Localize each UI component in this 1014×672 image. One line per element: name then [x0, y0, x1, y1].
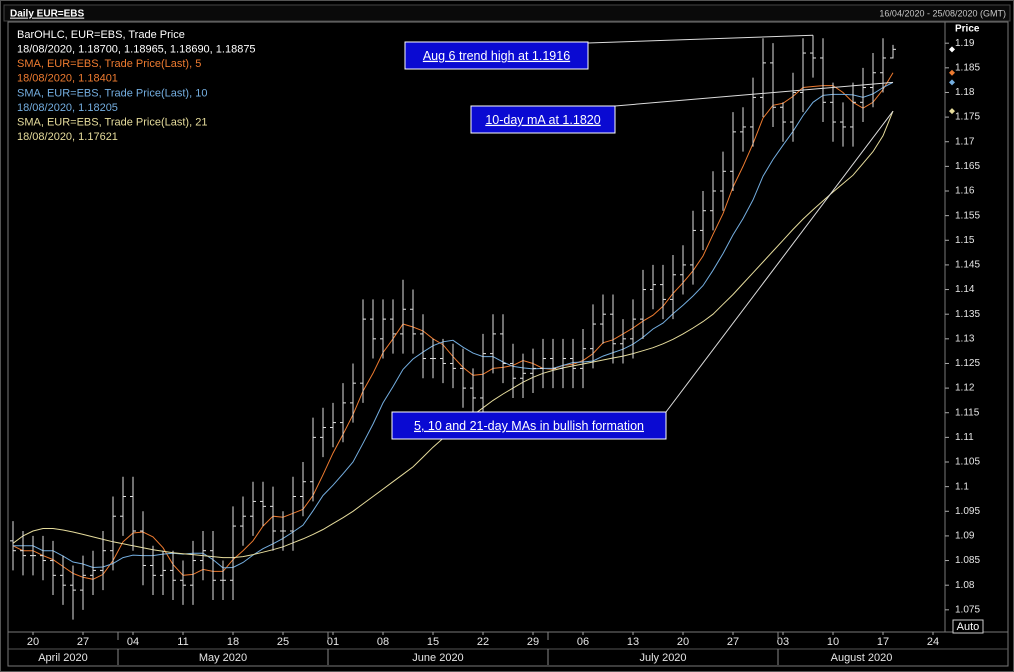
annotation-text: 5, 10 and 21-day MAs in bullish formatio… [414, 419, 644, 433]
button-label[interactable]: Auto [957, 621, 980, 633]
annotation-text: Aug 6 trend high at 1.1916 [423, 49, 570, 63]
legend-entry: 18/08/2020, 1.17621 [17, 131, 118, 143]
annotation-box [470, 105, 616, 134]
month-label: June 2020 [412, 652, 463, 664]
y-tick-label: 1.15 [955, 235, 975, 246]
y-axis-title: Price [955, 24, 980, 35]
legend-entry: 18/08/2020, 1.18700, 1.18965, 1.18690, 1… [17, 44, 256, 56]
y-tick-label: 1.19 [955, 38, 975, 49]
annotation-box [391, 411, 667, 440]
x-tick-label: 13 [627, 636, 639, 648]
x-tick-label: 10 [827, 636, 839, 648]
x-tick-label: 24 [927, 636, 939, 648]
month-label: April 2020 [38, 652, 88, 664]
x-tick-label: 06 [577, 636, 589, 648]
x-tick-label: 03 [777, 636, 789, 648]
x-tick-label: 01 [327, 636, 339, 648]
last-value-marker [949, 69, 955, 76]
callout-line [614, 81, 894, 107]
y-tick-label: 1.115 [955, 407, 980, 418]
y-tick-label: 1.095 [955, 506, 980, 517]
last-value-marker [949, 46, 955, 53]
y-tick-label: 1.125 [955, 358, 980, 369]
y-tick-label: 1.175 [955, 112, 980, 123]
y-tick-label: 1.16 [955, 186, 975, 197]
sma-line [13, 81, 894, 569]
y-tick-label: 1.185 [955, 62, 980, 73]
legend-entry: 18/08/2020, 1.18205 [17, 102, 118, 114]
month-label: May 2020 [199, 652, 247, 664]
x-tick-label: 11 [177, 636, 188, 648]
y-tick-label: 1.12 [955, 383, 975, 394]
x-tick-label: 27 [727, 636, 739, 648]
x-tick-label: 25 [277, 636, 289, 648]
legend-entry: SMA, EUR=EBS, Trade Price(Last), 10 [17, 87, 207, 99]
y-tick-label: 1.09 [955, 531, 975, 542]
x-tick-label: 22 [477, 636, 489, 648]
chart-title: Daily EUR=EBS [10, 9, 85, 20]
x-tick-label: 27 [77, 636, 89, 648]
price-bars [10, 35, 896, 620]
x-tick-label: 20 [27, 636, 39, 648]
y-tick-label: 1.17 [955, 136, 975, 147]
y-tick-label: 1.08 [955, 580, 975, 591]
annotation-text: 10-day mA at 1.1820 [485, 113, 600, 127]
auto-button[interactable]: Auto [952, 619, 984, 634]
x-tick-label: 29 [527, 636, 539, 648]
header-bar [3, 4, 1011, 22]
y-tick-label: 1.18 [955, 87, 975, 98]
y-tick-label: 1.1 [955, 481, 969, 492]
x-tick-label: 15 [427, 636, 439, 648]
legend-entry: SMA, EUR=EBS, Trade Price(Last), 5 [17, 58, 201, 70]
legend-entry: SMA, EUR=EBS, Trade Price(Last), 21 [17, 117, 207, 129]
month-label: August 2020 [831, 652, 893, 664]
y-tick-label: 1.11 [955, 432, 974, 443]
legend-entry: 18/08/2020, 1.18401 [17, 73, 118, 85]
y-tick-label: 1.14 [955, 284, 975, 295]
last-value-marker [949, 108, 955, 115]
panel-border [7, 21, 1009, 667]
legend-entry: BarOHLC, EUR=EBS, Trade Price [17, 29, 185, 41]
x-tick-label: 18 [227, 636, 239, 648]
x-tick-label: 08 [377, 636, 389, 648]
callout-line [587, 34, 814, 44]
y-tick-label: 1.105 [955, 457, 980, 468]
y-tick-label: 1.13 [955, 333, 975, 344]
legend: BarOHLC, EUR=EBS, Trade Price 18/08/2020,… [17, 29, 256, 143]
y-tick-label: 1.075 [955, 604, 980, 615]
y-tick-label: 1.165 [955, 161, 980, 172]
date-range: 16/04/2020 - 25/08/2020 (GMT) [879, 8, 1006, 18]
y-tick-label: 1.135 [955, 309, 980, 320]
button-frame[interactable] [952, 619, 984, 634]
x-tick-label: 17 [877, 636, 889, 648]
x-tick-label: 20 [677, 636, 689, 648]
x-tick-label: 04 [127, 636, 139, 648]
y-tick-label: 1.145 [955, 260, 980, 271]
callout-line [665, 110, 894, 413]
y-tick-label: 1.085 [955, 555, 980, 566]
last-value-marker [949, 79, 955, 86]
month-label: July 2020 [639, 652, 686, 664]
y-tick-label: 1.155 [955, 210, 980, 221]
annotation-box [404, 41, 589, 70]
